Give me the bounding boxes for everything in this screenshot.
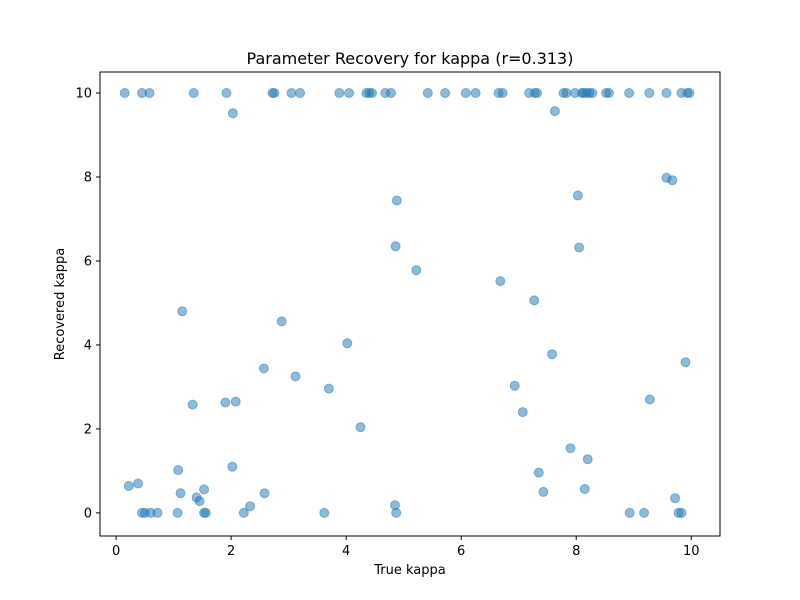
data-point <box>177 306 188 317</box>
x-tick-label: 4 <box>342 544 350 559</box>
y-tick-label: 10 <box>75 86 92 101</box>
x-tick-label: 0 <box>112 544 120 559</box>
data-point <box>661 88 672 98</box>
data-point <box>199 484 210 495</box>
data-point <box>152 507 163 518</box>
data-point <box>258 363 269 374</box>
data-point <box>639 507 650 518</box>
data-point <box>123 481 134 491</box>
y-tick-label: 0 <box>84 506 92 521</box>
y-tick-label: 2 <box>84 422 92 437</box>
x-tick-label: 10 <box>683 544 700 559</box>
data-point <box>391 195 402 206</box>
data-point <box>344 88 354 98</box>
data-point <box>582 454 593 465</box>
data-point <box>269 88 280 98</box>
data-point <box>319 507 330 518</box>
data-point <box>670 493 681 504</box>
data-point <box>644 88 655 98</box>
data-point <box>411 265 422 276</box>
data-point <box>355 422 366 433</box>
data-point <box>187 399 198 410</box>
data-point <box>367 88 377 98</box>
data-point <box>220 397 231 408</box>
data-point <box>676 507 687 518</box>
y-tick-label: 8 <box>84 170 92 185</box>
y-tick-label: 6 <box>84 254 92 269</box>
points-layer <box>119 88 695 518</box>
data-point <box>422 88 433 98</box>
data-point <box>549 106 560 117</box>
data-point <box>587 88 598 98</box>
data-point <box>538 486 549 497</box>
data-point <box>188 88 199 98</box>
data-point <box>230 396 241 407</box>
data-point <box>579 484 590 494</box>
data-point <box>460 88 471 98</box>
data-point <box>497 88 508 98</box>
data-point <box>604 88 614 98</box>
data-point <box>565 443 576 454</box>
data-point <box>440 88 451 98</box>
data-point <box>227 461 238 472</box>
data-point <box>624 88 635 98</box>
data-point <box>119 88 130 98</box>
data-point <box>144 88 155 98</box>
chart-title: Parameter Recovery for kappa (r=0.313) <box>247 49 574 68</box>
data-point <box>391 507 402 518</box>
data-point <box>390 241 401 252</box>
data-point <box>172 507 183 518</box>
data-point <box>547 349 558 360</box>
data-point <box>245 501 256 512</box>
data-point <box>624 507 635 518</box>
data-point <box>517 407 528 418</box>
data-point <box>194 496 205 507</box>
data-point <box>470 88 481 98</box>
data-point <box>286 88 297 98</box>
data-point <box>529 295 540 306</box>
data-point <box>533 467 544 478</box>
data-point <box>572 190 583 201</box>
data-point <box>684 88 695 98</box>
data-point <box>509 380 520 391</box>
data-point <box>386 88 396 98</box>
plot-frame <box>99 71 721 537</box>
data-point <box>227 108 238 119</box>
data-point <box>561 88 572 98</box>
data-point <box>342 338 353 349</box>
data-point <box>133 478 143 489</box>
data-point <box>532 88 543 98</box>
data-point <box>495 276 506 287</box>
data-point <box>295 88 306 98</box>
data-point <box>334 88 345 98</box>
y-tick-label: 4 <box>84 338 92 353</box>
ticks-layer: 0 2 4 6 8 10 0 2 4 6 8 10 <box>75 86 699 559</box>
data-point <box>259 488 270 499</box>
data-point <box>290 371 301 382</box>
data-point <box>175 488 186 499</box>
data-point <box>574 242 585 253</box>
data-point <box>221 88 232 98</box>
data-point <box>276 316 287 327</box>
x-tick-label: 6 <box>457 544 465 559</box>
data-point <box>667 175 678 186</box>
x-tick-label: 2 <box>227 544 235 559</box>
y-axis-label: Recovered kappa <box>53 248 68 360</box>
data-point <box>173 465 184 476</box>
x-tick-label: 8 <box>572 544 580 559</box>
data-point <box>200 507 211 518</box>
data-point <box>238 507 249 518</box>
x-axis-label: True kappa <box>373 563 445 578</box>
data-point <box>323 383 334 394</box>
data-point <box>680 357 691 368</box>
data-point <box>644 394 655 405</box>
